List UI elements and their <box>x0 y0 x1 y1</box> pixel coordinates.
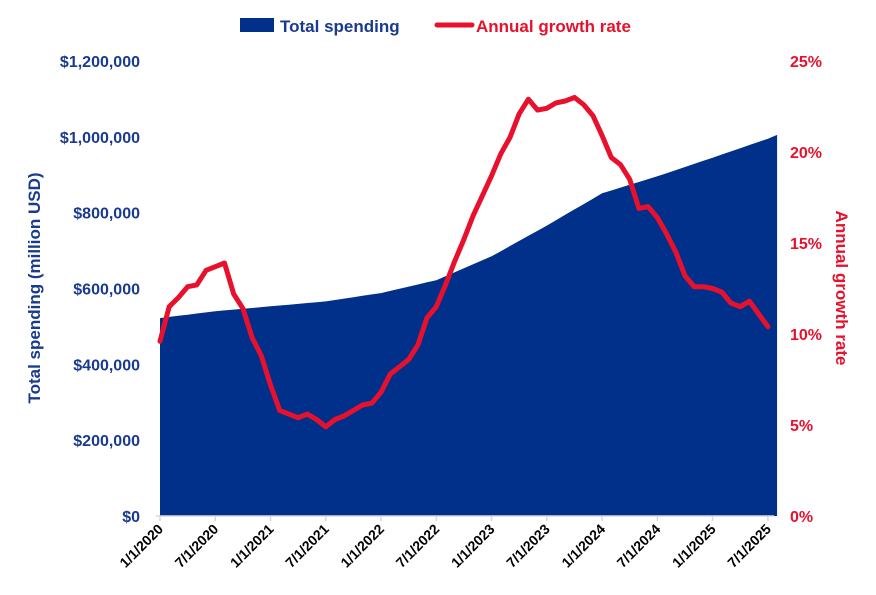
x-tick-label: 1/1/2020 <box>116 521 166 571</box>
x-tick-label: 7/1/2023 <box>503 521 553 571</box>
y-axis-right-title: Annual growth rate <box>832 211 851 366</box>
y-axis-left-ticks: $0 $200,000 $400,000 $600,000 $800,000 $1,000… <box>60 54 140 526</box>
area-series-total-spending <box>160 134 778 516</box>
y-right-tick-label: 15% <box>790 236 822 253</box>
y-right-tick-label: 25% <box>790 54 822 71</box>
line-series-annual-growth-rate <box>157 94 771 430</box>
y-right-tick-label: 10% <box>790 327 822 344</box>
x-tick-label: 7/1/2020 <box>172 521 222 571</box>
y-left-tick-label: $400,000 <box>73 357 140 374</box>
y-right-tick-label: 5% <box>790 418 813 435</box>
x-tick-label: 1/1/2024 <box>558 521 608 571</box>
x-tick-label: 7/1/2024 <box>614 521 664 571</box>
x-tick-label: 1/1/2021 <box>227 521 277 571</box>
y-right-tick-label: 20% <box>790 145 822 162</box>
x-tick-label: 7/1/2025 <box>724 521 774 571</box>
y-right-tick-label: 0% <box>790 509 813 526</box>
y-axis-right-ticks: 0% 5% 10% 15% 20% 25% <box>790 54 822 526</box>
legend-label-total-spending: Total spending <box>280 17 400 36</box>
x-tick-label: 1/1/2025 <box>669 521 719 571</box>
y-left-tick-label: $600,000 <box>73 282 140 299</box>
legend: Total spending Annual growth rate <box>240 17 631 36</box>
x-tick-label: 7/1/2021 <box>282 521 332 571</box>
legend-label-annual-growth-rate: Annual growth rate <box>476 17 631 36</box>
y-left-tick-label: $1,200,000 <box>60 54 140 71</box>
x-tick-label: 7/1/2022 <box>393 521 443 571</box>
y-axis-left-title: Total spending (million USD) <box>25 172 44 403</box>
y-left-tick-label: $1,000,000 <box>60 130 140 147</box>
x-tick-label: 1/1/2023 <box>448 521 498 571</box>
area-total-spending <box>160 134 778 516</box>
y-left-tick-label: $200,000 <box>73 433 140 450</box>
y-left-tick-label: $0 <box>122 509 140 526</box>
legend-swatch-total-spending <box>240 18 274 32</box>
y-left-tick-label: $800,000 <box>73 206 140 223</box>
x-tick-label: 1/1/2022 <box>337 521 387 571</box>
x-axis-ticks: 1/1/2020 7/1/2020 1/1/2021 7/1/2021 1/1/2022… <box>116 516 774 571</box>
